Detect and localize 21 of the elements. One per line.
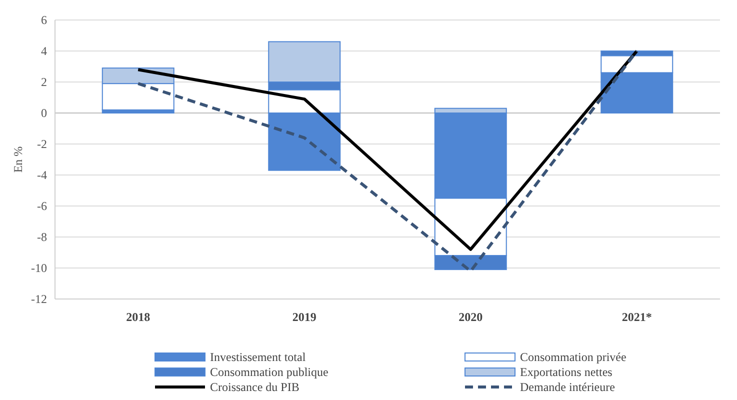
legend-label: Investissement total (210, 350, 306, 364)
y-tick-label: -2 (37, 137, 47, 152)
y-tick-label: 0 (41, 106, 47, 120)
y-tick-label: -8 (37, 230, 47, 244)
x-tick-label: 2019 (292, 310, 316, 324)
y-tick-label: -10 (31, 261, 47, 276)
x-tick-label: 2020 (458, 310, 483, 324)
y-tick-label: -6 (37, 199, 47, 214)
y-tick-label: 6 (41, 13, 47, 28)
legend-label: Exportations nettes (520, 365, 613, 380)
legend-label: Consommation publique (210, 365, 328, 380)
legend-label: Demande intérieure (520, 380, 615, 394)
y-axis-title: En % (11, 146, 25, 173)
legend-label: Consommation privée (520, 350, 626, 364)
y-tick-label: 2 (41, 75, 47, 90)
y-tick-label: -4 (37, 168, 47, 182)
x-tick-label: 2018 (126, 310, 150, 324)
x-tick-label: 2021* (622, 310, 652, 324)
legend-label: Croissance du PIB (210, 380, 300, 394)
y-tick-label: -12 (31, 292, 47, 306)
y-tick-label: 4 (41, 44, 47, 58)
